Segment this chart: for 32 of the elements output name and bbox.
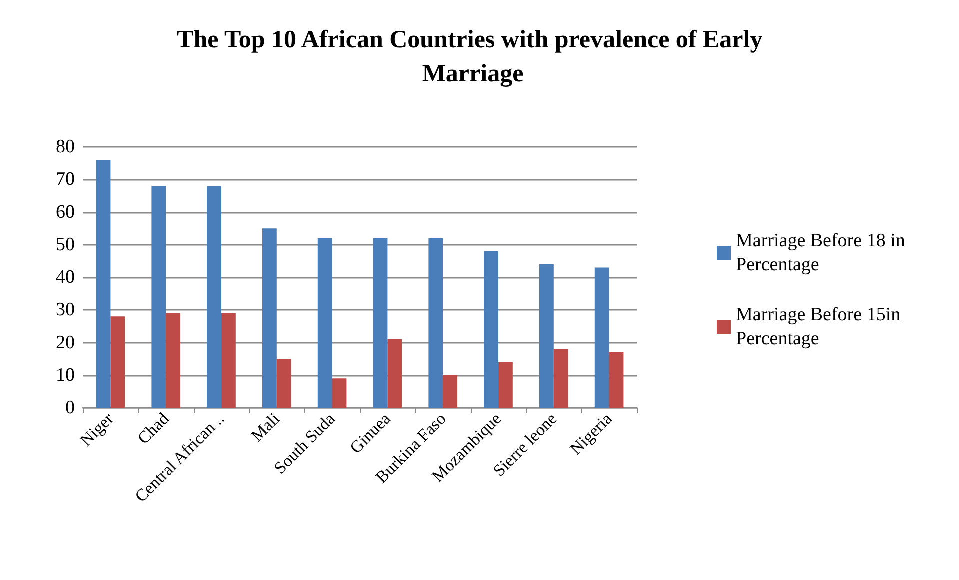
bar <box>484 251 498 408</box>
bar <box>373 238 388 408</box>
bar <box>152 186 166 408</box>
bar <box>554 349 568 408</box>
bar <box>539 264 554 408</box>
bar <box>498 362 513 408</box>
y-tick-label: 20 <box>56 332 75 354</box>
bar <box>388 339 402 408</box>
chart-title: The Top 10 African Countries with prevalence of Early Marriage <box>177 26 769 88</box>
bar <box>609 352 624 408</box>
y-tick-label: 70 <box>56 169 75 190</box>
bar <box>594 268 610 408</box>
y-tick-label: 40 <box>56 267 75 288</box>
bar <box>96 160 111 408</box>
y-tick-label: 0 <box>66 398 75 418</box>
bar <box>428 238 444 408</box>
bar <box>443 375 458 408</box>
bar <box>222 313 236 408</box>
bar <box>276 359 292 408</box>
legend-label: Marriage Before 15in Percentage <box>736 304 906 350</box>
bar <box>262 228 277 408</box>
bar <box>332 378 347 408</box>
bar <box>110 316 126 408</box>
bar <box>207 186 222 408</box>
bar <box>318 238 332 408</box>
bar <box>166 313 181 408</box>
y-tick-label: 60 <box>56 202 75 223</box>
y-tick-label: 50 <box>56 234 75 256</box>
y-tick-label: 30 <box>56 300 75 321</box>
y-tick-label: 80 <box>56 136 75 158</box>
legend-label: Marriage Before 18 in Percentage <box>736 230 910 276</box>
y-tick-label: 10 <box>56 364 75 386</box>
